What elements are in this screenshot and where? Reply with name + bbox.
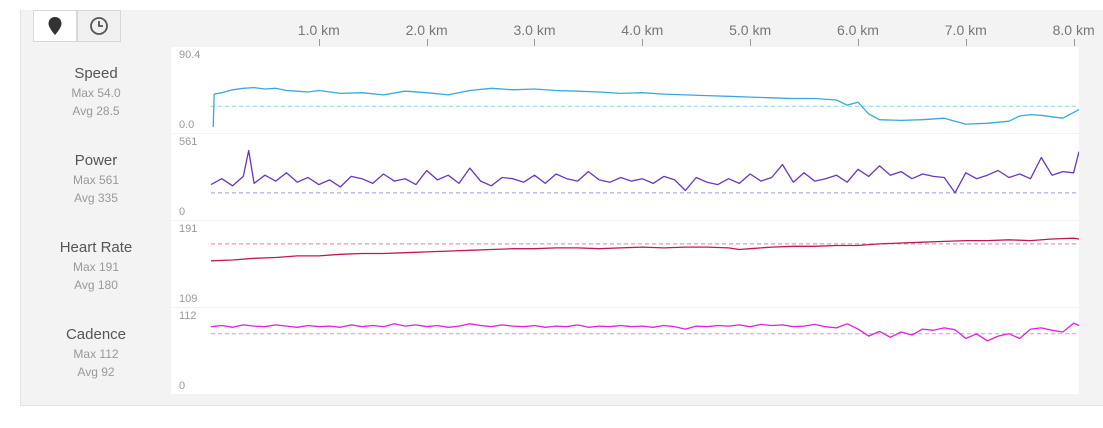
power-title: Power xyxy=(74,152,118,169)
power-series-line xyxy=(210,149,1079,194)
cadence-row: Cadence Max 112 Avg 92 112 0 xyxy=(21,308,1103,394)
speed-series-line xyxy=(212,86,1079,128)
tick-mark-4 xyxy=(642,39,644,46)
cadence-series-line xyxy=(210,322,1079,342)
tick-label-1: 1.0 km xyxy=(297,22,340,38)
tick-label-3: 3.0 km xyxy=(513,22,556,38)
heart-rate-title: Heart Rate xyxy=(59,239,133,256)
heart-rate-series-line xyxy=(210,237,1079,262)
heart-rate-ymax-label: 191 xyxy=(179,223,198,235)
distance-view-toggle[interactable] xyxy=(33,10,77,42)
power-ymax-label: 561 xyxy=(179,136,198,148)
power-chart[interactable]: 561 0 xyxy=(171,134,1079,220)
tick-mark-2 xyxy=(426,39,428,46)
power-label: Power Max 561 Avg 335 xyxy=(21,134,171,220)
tick-mark-7 xyxy=(965,39,967,46)
heart-rate-label: Heart Rate Max 191 Avg 180 xyxy=(21,221,171,307)
tick-mark-6 xyxy=(857,39,859,46)
tick-label-6: 6.0 km xyxy=(836,22,879,38)
cadence-plot xyxy=(210,322,1079,342)
heart-rate-max: Max 191 xyxy=(72,260,120,274)
heart-rate-plot xyxy=(210,237,1079,262)
cadence-ymin-label: 0 xyxy=(179,380,186,392)
power-plot xyxy=(210,149,1079,194)
clock-icon xyxy=(90,17,108,35)
power-max: Max 561 xyxy=(72,173,120,187)
speed-label: Speed Max 54.0 Avg 28.5 xyxy=(21,47,171,133)
cadence-max: Max 112 xyxy=(73,347,119,361)
cadence-ymax-label: 112 xyxy=(179,310,197,322)
heart-rate-row: Heart Rate Max 191 Avg 180 191 109 xyxy=(21,221,1103,307)
tick-label-2: 2.0 km xyxy=(405,22,448,38)
speed-avg: Avg 28.5 xyxy=(72,104,120,118)
heart-rate-ymin-label: 109 xyxy=(179,293,198,305)
tick-label-4: 4.0 km xyxy=(621,22,664,38)
speed-row: Speed Max 54.0 Avg 28.5 90.4 0.0 xyxy=(21,47,1103,133)
cadence-title: Cadence xyxy=(65,326,127,343)
speed-chart[interactable]: 90.4 0.0 xyxy=(171,47,1079,133)
tick-mark-5 xyxy=(750,39,752,46)
cadence-avg: Avg 92 xyxy=(77,365,115,379)
power-avg: Avg 335 xyxy=(74,191,118,205)
speed-max: Max 54.0 xyxy=(71,86,121,100)
time-view-toggle[interactable] xyxy=(77,10,121,42)
cadence-chart[interactable]: 112 0 xyxy=(171,308,1079,394)
tick-mark-8 xyxy=(1073,39,1075,46)
map-pin-icon xyxy=(48,17,62,35)
heart-rate-avg: Avg 180 xyxy=(74,278,118,292)
tick-label-7: 7.0 km xyxy=(944,22,987,38)
power-ymin-label: 0 xyxy=(179,206,186,218)
power-row: Power Max 561 Avg 335 561 0 xyxy=(21,134,1103,220)
speed-plot xyxy=(211,86,1079,128)
tick-mark-1 xyxy=(318,39,320,46)
tick-mark-3 xyxy=(534,39,536,46)
tick-label-8: 8.0 km xyxy=(1052,22,1095,38)
speed-ymin-label: 0.0 xyxy=(179,119,195,131)
tick-label-5: 5.0 km xyxy=(729,22,772,38)
activity-analysis-panel: 1.0 km 2.0 km 3.0 km 4.0 km 5.0 km 6.0 km 7.0 … xyxy=(20,10,1103,406)
speed-ymax-label: 90.4 xyxy=(179,49,201,61)
heart-rate-chart[interactable]: 191 109 xyxy=(171,221,1079,307)
distance-axis: 1.0 km 2.0 km 3.0 km 4.0 km 5.0 km 6.0 km 7.0 … xyxy=(21,10,1103,46)
cadence-label: Cadence Max 112 Avg 92 xyxy=(21,308,171,394)
speed-title: Speed xyxy=(74,65,118,82)
